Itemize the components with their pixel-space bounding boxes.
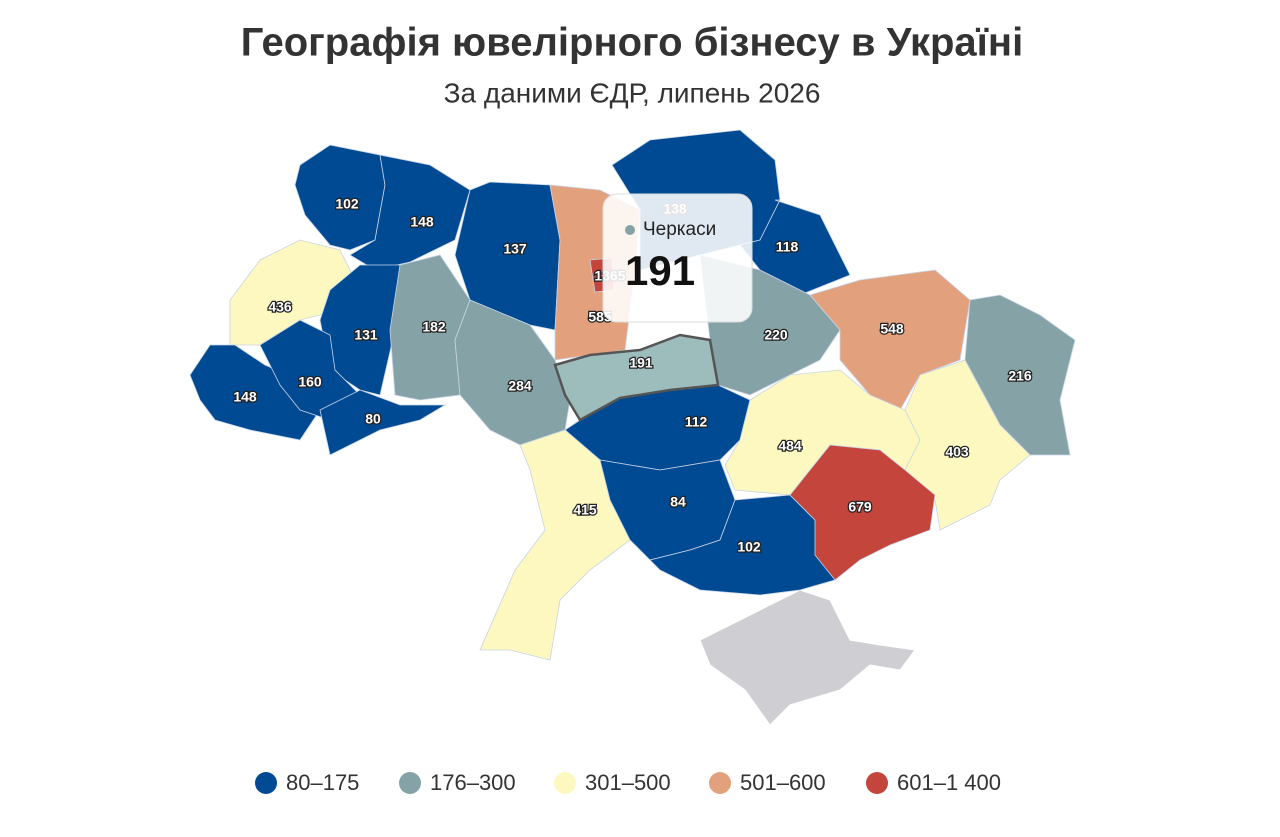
region-label: 436	[268, 299, 292, 315]
region-label: 160	[298, 374, 322, 390]
region-label: 403	[945, 444, 969, 460]
legend-swatch	[255, 772, 277, 794]
region-label: 80	[365, 411, 381, 427]
region-label: 284	[508, 378, 532, 394]
tooltip-dot	[625, 225, 635, 235]
tooltip-name: Черкаси	[643, 219, 716, 240]
region-label: 679	[848, 499, 872, 515]
tooltip-box	[602, 193, 753, 323]
region-label: 148	[233, 389, 257, 405]
title: Географія ювелірного бізнесу в Україні	[241, 21, 1023, 65]
legend-swatch	[866, 772, 888, 794]
legend-swatch	[709, 772, 731, 794]
region	[319, 389, 447, 456]
crimea	[699, 589, 916, 726]
region-label: 102	[737, 539, 761, 555]
legend-swatch	[399, 772, 421, 794]
legend-label: 601–1 400	[897, 770, 1001, 795]
region-label: 415	[573, 502, 597, 518]
region	[789, 444, 936, 581]
region-label: 102	[335, 196, 359, 212]
tooltip-value: 191	[625, 247, 695, 294]
subtitle: За даними ЄДР, липень 2026	[444, 77, 821, 108]
region	[294, 144, 386, 251]
region-label: 216	[1008, 368, 1032, 384]
region-label: 548	[880, 321, 904, 337]
region-label: 137	[503, 241, 527, 257]
legend-label: 501–600	[740, 770, 826, 795]
region-label: 84	[670, 494, 686, 510]
legend-label: 301–500	[585, 770, 671, 795]
region-label: 191	[629, 355, 653, 371]
legend-label: 80–175	[286, 770, 359, 795]
legend: 80–175 176–300 301–500 501–600 601–1 400	[255, 770, 1001, 795]
region-label: 118	[776, 239, 799, 255]
region	[553, 333, 720, 422]
region-label: 131	[354, 327, 378, 343]
region-label: 182	[422, 319, 446, 335]
region-label: 148	[410, 214, 434, 230]
region-label: 112	[685, 414, 708, 430]
legend-label: 176–300	[430, 770, 516, 795]
region-label: 220	[764, 327, 788, 343]
legend-swatch	[554, 772, 576, 794]
tooltip: Черкаси 191	[602, 193, 753, 323]
region-label: 484	[778, 438, 802, 454]
